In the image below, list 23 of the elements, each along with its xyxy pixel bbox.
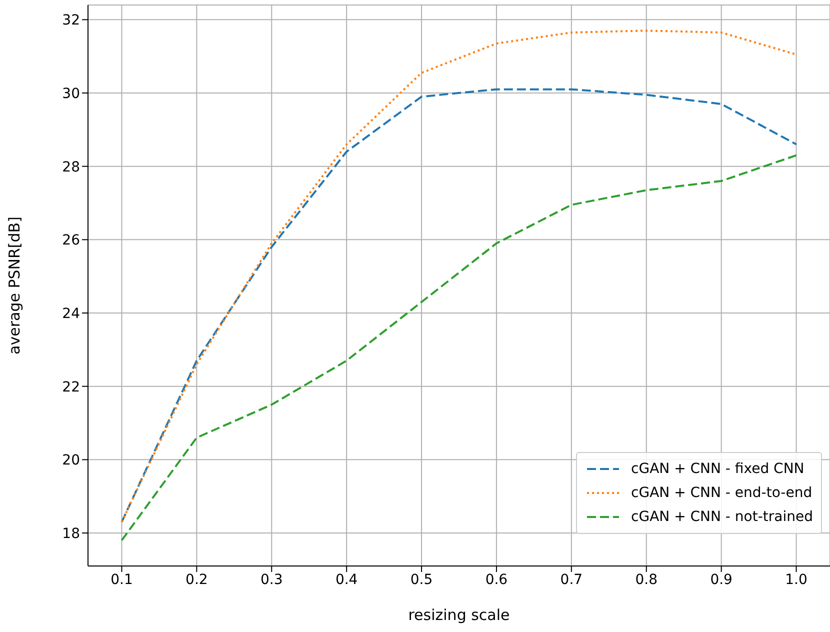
- x-axis-title: resizing scale: [408, 606, 510, 624]
- x-tick-label: 0.1: [110, 572, 133, 588]
- x-tick-label: 0.9: [710, 572, 732, 588]
- y-axis-title: average PSNR[dB]: [5, 216, 24, 354]
- x-tick-label: 0.7: [560, 572, 583, 588]
- y-tick-label: 26: [62, 232, 80, 249]
- x-tick-label: 0.3: [260, 572, 283, 588]
- y-tick-label: 30: [62, 86, 80, 102]
- y-tick-label: 28: [62, 159, 80, 176]
- legend-label: cGAN + CNN - fixed CNN: [631, 461, 804, 477]
- x-tick-label: 0.2: [186, 572, 208, 588]
- x-tick-label: 0.5: [410, 572, 433, 588]
- y-tick-label: 22: [62, 379, 80, 396]
- legend-label: cGAN + CNN - not-trained: [631, 509, 813, 525]
- x-tick-label: 0.8: [635, 572, 658, 588]
- x-tick-label: 1.0: [785, 572, 808, 588]
- x-tick-label: 0.4: [335, 572, 358, 588]
- y-tick-label: 24: [62, 306, 80, 322]
- y-tick-label: 32: [62, 12, 80, 29]
- y-tick-label: 20: [62, 452, 80, 469]
- legend-label: cGAN + CNN - end-to-end: [631, 485, 812, 501]
- x-tick-label: 0.6: [485, 572, 508, 588]
- y-tick-label: 18: [62, 526, 80, 542]
